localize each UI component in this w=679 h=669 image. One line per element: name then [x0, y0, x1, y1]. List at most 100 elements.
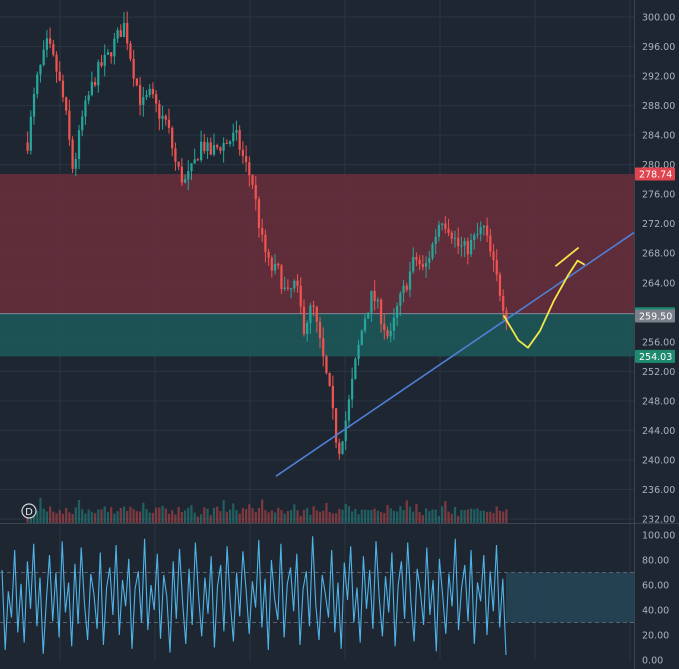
candle[interactable]: [357, 339, 360, 366]
candle[interactable]: [135, 78, 138, 87]
candle[interactable]: [405, 282, 408, 293]
candle[interactable]: [84, 95, 87, 125]
candle[interactable]: [151, 82, 155, 99]
candle[interactable]: [116, 27, 119, 44]
candle[interactable]: [412, 247, 415, 274]
candle[interactable]: [183, 174, 187, 184]
candle[interactable]: [219, 146, 222, 154]
candle[interactable]: [193, 148, 196, 164]
candle[interactable]: [502, 289, 505, 321]
candle[interactable]: [244, 145, 248, 173]
candle[interactable]: [334, 407, 338, 449]
candle[interactable]: [479, 221, 482, 242]
candle[interactable]: [495, 249, 498, 282]
candle[interactable]: [222, 137, 225, 163]
candle[interactable]: [132, 49, 135, 87]
candle[interactable]: [434, 229, 437, 255]
candle[interactable]: [351, 367, 354, 408]
candle[interactable]: [45, 30, 49, 58]
candle[interactable]: [453, 230, 457, 248]
candle[interactable]: [52, 39, 55, 57]
candle[interactable]: [129, 40, 132, 62]
candle[interactable]: [347, 394, 351, 429]
candle[interactable]: [216, 143, 219, 150]
projection-sketch-tick[interactable]: [555, 247, 579, 267]
candle[interactable]: [138, 77, 142, 116]
candle[interactable]: [424, 256, 428, 278]
candle[interactable]: [482, 225, 486, 236]
candle[interactable]: [254, 176, 257, 211]
candle[interactable]: [270, 255, 273, 278]
candle[interactable]: [251, 174, 254, 189]
candle[interactable]: [110, 52, 113, 64]
candle[interactable]: [418, 255, 421, 271]
candle[interactable]: [209, 137, 212, 156]
candle[interactable]: [61, 74, 65, 103]
candle[interactable]: [338, 438, 341, 460]
price-zones[interactable]: [0, 173, 634, 357]
candle[interactable]: [312, 300, 315, 317]
candle[interactable]: [261, 218, 264, 243]
candle[interactable]: [415, 252, 418, 267]
candle[interactable]: [174, 142, 177, 171]
candle[interactable]: [42, 40, 45, 67]
candle[interactable]: [171, 125, 174, 157]
projection-sketch[interactable]: [503, 259, 585, 349]
candle[interactable]: [97, 59, 100, 93]
candle[interactable]: [167, 108, 171, 134]
candle[interactable]: [331, 375, 334, 420]
candle[interactable]: [273, 254, 277, 275]
candle[interactable]: [190, 163, 193, 181]
supply-zone[interactable]: [0, 173, 634, 314]
candle[interactable]: [90, 71, 93, 97]
candle[interactable]: [373, 280, 376, 311]
candle[interactable]: [32, 87, 36, 125]
candle[interactable]: [228, 140, 232, 147]
candle[interactable]: [360, 329, 363, 346]
candle[interactable]: [238, 125, 241, 156]
candle[interactable]: [74, 152, 77, 177]
candle[interactable]: [68, 99, 71, 146]
candle[interactable]: [122, 12, 126, 38]
candle[interactable]: [370, 290, 373, 322]
candle[interactable]: [29, 110, 32, 155]
candle[interactable]: [248, 156, 251, 187]
candle[interactable]: [489, 228, 492, 257]
candle[interactable]: [26, 131, 29, 155]
candle[interactable]: [322, 327, 325, 367]
candle[interactable]: [103, 44, 106, 77]
candle[interactable]: [309, 302, 312, 334]
candle[interactable]: [39, 64, 42, 83]
candle[interactable]: [408, 261, 412, 298]
candle[interactable]: [492, 243, 495, 272]
candle[interactable]: [241, 141, 245, 164]
candle[interactable]: [485, 217, 489, 243]
candle[interactable]: [367, 312, 370, 319]
drawings[interactable]: [275, 231, 635, 477]
candle[interactable]: [441, 222, 444, 231]
candle[interactable]: [389, 322, 392, 343]
candle[interactable]: [457, 227, 460, 255]
trendline[interactable]: [275, 231, 635, 477]
candle[interactable]: [180, 158, 183, 186]
candle[interactable]: [155, 90, 158, 113]
price-axis[interactable]: 300.00 296.00 292.00 288.00 284.00 280.00 276.…: [642, 13, 675, 667]
candle[interactable]: [87, 90, 90, 105]
candle[interactable]: [299, 277, 302, 314]
candle[interactable]: [232, 123, 235, 147]
candle[interactable]: [257, 196, 261, 238]
candle[interactable]: [328, 372, 331, 387]
candle[interactable]: [293, 279, 296, 293]
candle[interactable]: [145, 89, 148, 101]
candle[interactable]: [200, 130, 203, 163]
candle[interactable]: [402, 280, 405, 303]
candle[interactable]: [113, 32, 116, 65]
candle[interactable]: [379, 297, 383, 333]
candle[interactable]: [119, 24, 122, 38]
candle[interactable]: [421, 255, 424, 271]
candle[interactable]: [363, 314, 367, 334]
candle[interactable]: [177, 161, 180, 171]
candle[interactable]: [264, 229, 267, 263]
candle[interactable]: [344, 411, 347, 450]
